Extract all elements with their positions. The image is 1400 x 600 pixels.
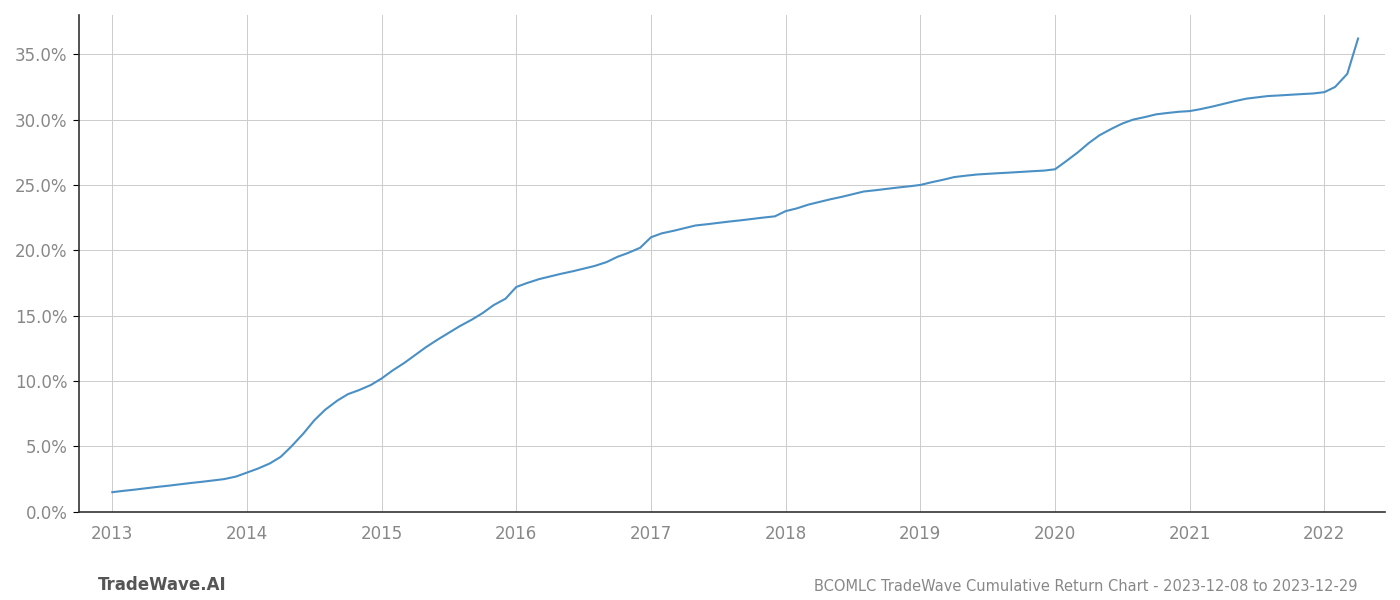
Text: TradeWave.AI: TradeWave.AI xyxy=(98,576,227,594)
Text: BCOMLC TradeWave Cumulative Return Chart - 2023-12-08 to 2023-12-29: BCOMLC TradeWave Cumulative Return Chart… xyxy=(815,579,1358,594)
